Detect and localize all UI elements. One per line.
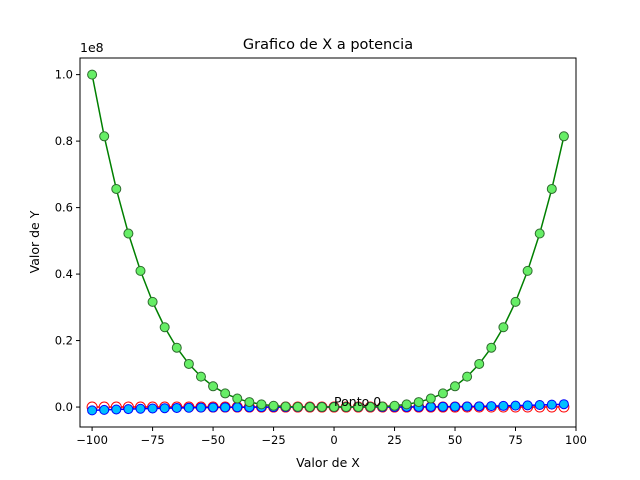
series-3-line bbox=[91, 74, 565, 408]
series-3-point bbox=[147, 296, 158, 307]
series-3-point bbox=[159, 322, 170, 333]
series-2-point bbox=[486, 401, 497, 412]
series-3-point bbox=[558, 131, 569, 142]
series-3-point bbox=[498, 322, 509, 333]
series-3-point bbox=[450, 381, 461, 392]
series-3-point bbox=[280, 401, 291, 412]
series-3-point bbox=[183, 358, 194, 369]
series-3-point bbox=[111, 183, 122, 194]
series-2-point bbox=[111, 404, 122, 415]
plot-frame bbox=[79, 57, 577, 428]
y-tick-label: 1.0 bbox=[55, 68, 73, 82]
series-3-point bbox=[135, 265, 146, 276]
series-2-point bbox=[425, 401, 436, 412]
series-3-point bbox=[232, 393, 243, 404]
series-3-point bbox=[486, 342, 497, 353]
series-2-point bbox=[450, 401, 461, 412]
x-tick-label: −100 bbox=[76, 433, 108, 447]
y-tick-label: 0.2 bbox=[55, 334, 73, 348]
series-2-point bbox=[123, 404, 134, 415]
series-layer bbox=[86, 69, 570, 416]
series-3-point bbox=[316, 402, 327, 413]
series-2-point bbox=[522, 400, 533, 411]
series-3-point bbox=[195, 371, 206, 382]
y-tick-label: 0.6 bbox=[55, 201, 73, 215]
series-2-point bbox=[99, 404, 110, 415]
series-3-point bbox=[304, 402, 315, 413]
x-tick-label: 100 bbox=[565, 433, 587, 447]
series-3-point bbox=[268, 400, 279, 411]
series-2-point bbox=[147, 403, 158, 414]
x-tick-label: 25 bbox=[387, 433, 402, 447]
x-tick-label: −50 bbox=[201, 433, 225, 447]
series-3-point bbox=[292, 401, 303, 412]
series-2-point bbox=[437, 401, 448, 412]
x-tick-label: −25 bbox=[261, 433, 285, 447]
series-3-point bbox=[534, 228, 545, 239]
x-axis-ticks: −100 −75 −50 −25 0 25 50 75 100 bbox=[76, 427, 587, 447]
chart-title: Grafico de X a potencia bbox=[243, 37, 413, 53]
series-2-point bbox=[546, 399, 557, 410]
series-2-point bbox=[558, 399, 569, 410]
series-2-point bbox=[135, 403, 146, 414]
series-3-point bbox=[123, 228, 134, 239]
series-2-point bbox=[534, 400, 545, 411]
series-3-point bbox=[510, 296, 521, 307]
x-tick-label: 0 bbox=[330, 433, 337, 447]
series-3-point bbox=[220, 388, 231, 399]
series-3-point bbox=[256, 399, 267, 410]
series-3-point bbox=[171, 342, 182, 353]
y-axis-ticks: 0.0 0.2 0.4 0.6 0.8 1.0 bbox=[55, 68, 80, 414]
series-3 bbox=[87, 69, 569, 413]
series-2-point bbox=[474, 401, 485, 412]
x-tick-label: 75 bbox=[508, 433, 523, 447]
series-3-point bbox=[546, 183, 557, 194]
series-3-point bbox=[462, 371, 473, 382]
series-2-point bbox=[510, 400, 521, 411]
series-2-point bbox=[462, 401, 473, 412]
series-2-point bbox=[220, 402, 231, 413]
series-3-point bbox=[377, 401, 388, 412]
annotation-label: Ponto 0 bbox=[334, 394, 381, 409]
series-3-point bbox=[522, 265, 533, 276]
annotation-layer: Ponto 0 bbox=[334, 394, 381, 409]
series-3-point bbox=[341, 402, 352, 413]
series-3-point bbox=[208, 381, 219, 392]
y-tick-label: 0.0 bbox=[55, 400, 73, 414]
y-axis-label: Valor de Y bbox=[27, 210, 42, 273]
series-3-point bbox=[329, 402, 340, 413]
y-tick-label: 0.4 bbox=[55, 267, 73, 281]
y-tick-label: 0.8 bbox=[55, 134, 73, 148]
series-3-point bbox=[244, 397, 255, 408]
series-3-point bbox=[389, 400, 400, 411]
series-2-point bbox=[195, 402, 206, 413]
series-3-point bbox=[99, 131, 110, 142]
plot-area bbox=[80, 58, 576, 427]
x-axis-label: Valor de X bbox=[296, 455, 360, 470]
series-3-point bbox=[474, 358, 485, 369]
series-3-point bbox=[437, 388, 448, 399]
series-3-point bbox=[353, 402, 364, 413]
series-2-point bbox=[232, 402, 243, 413]
series-2-point bbox=[87, 405, 98, 416]
x-tick-label: −75 bbox=[140, 433, 164, 447]
series-2-point bbox=[171, 402, 182, 413]
series-2-point bbox=[183, 402, 194, 413]
series-3-point bbox=[425, 393, 436, 404]
series-2-point bbox=[498, 400, 509, 411]
y-axis-offset-label: 1e8 bbox=[80, 40, 104, 55]
series-3-point bbox=[413, 397, 424, 408]
series-2-point bbox=[208, 402, 219, 413]
series-2-point bbox=[159, 403, 170, 414]
series-3-point bbox=[401, 399, 412, 410]
x-tick-label: 50 bbox=[448, 433, 463, 447]
series-3-point bbox=[365, 401, 376, 412]
series-3-point bbox=[87, 69, 98, 80]
